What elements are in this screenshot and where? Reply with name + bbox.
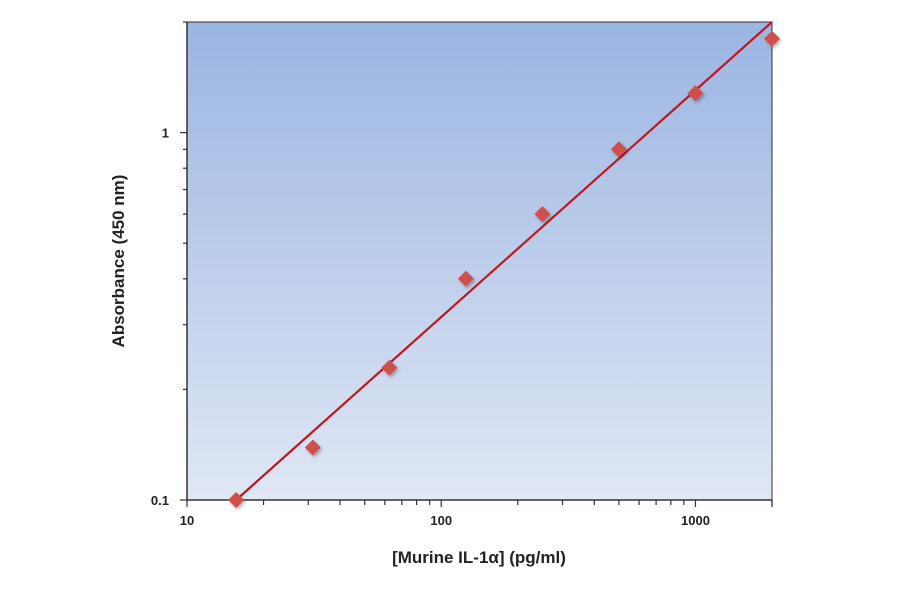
data-point-marker <box>228 492 245 508</box>
data-points <box>228 30 780 508</box>
data-point-marker <box>381 359 398 376</box>
data-point-marker <box>610 141 627 158</box>
data-point-marker <box>457 270 474 287</box>
x-tick-label: 10 <box>180 513 194 528</box>
data-point-marker <box>687 85 704 102</box>
data-point-marker <box>304 439 321 456</box>
data-point-marker <box>764 30 780 47</box>
x-tick-label: 100 <box>430 513 452 528</box>
y-tick-label: 0.1 <box>151 493 169 508</box>
axes: 10 100 1000 0.1 1 <box>151 21 773 528</box>
x-tick-label: 1000 <box>681 513 710 528</box>
y-axis-label: Absorbance (450 nm) <box>109 175 128 348</box>
fit-line <box>235 21 773 501</box>
plot-area <box>186 21 773 501</box>
x-axis-label: [Murine IL-1α] (pg/ml) <box>392 548 566 567</box>
y-tick-label: 1 <box>162 126 169 141</box>
data-point-marker <box>534 206 551 223</box>
